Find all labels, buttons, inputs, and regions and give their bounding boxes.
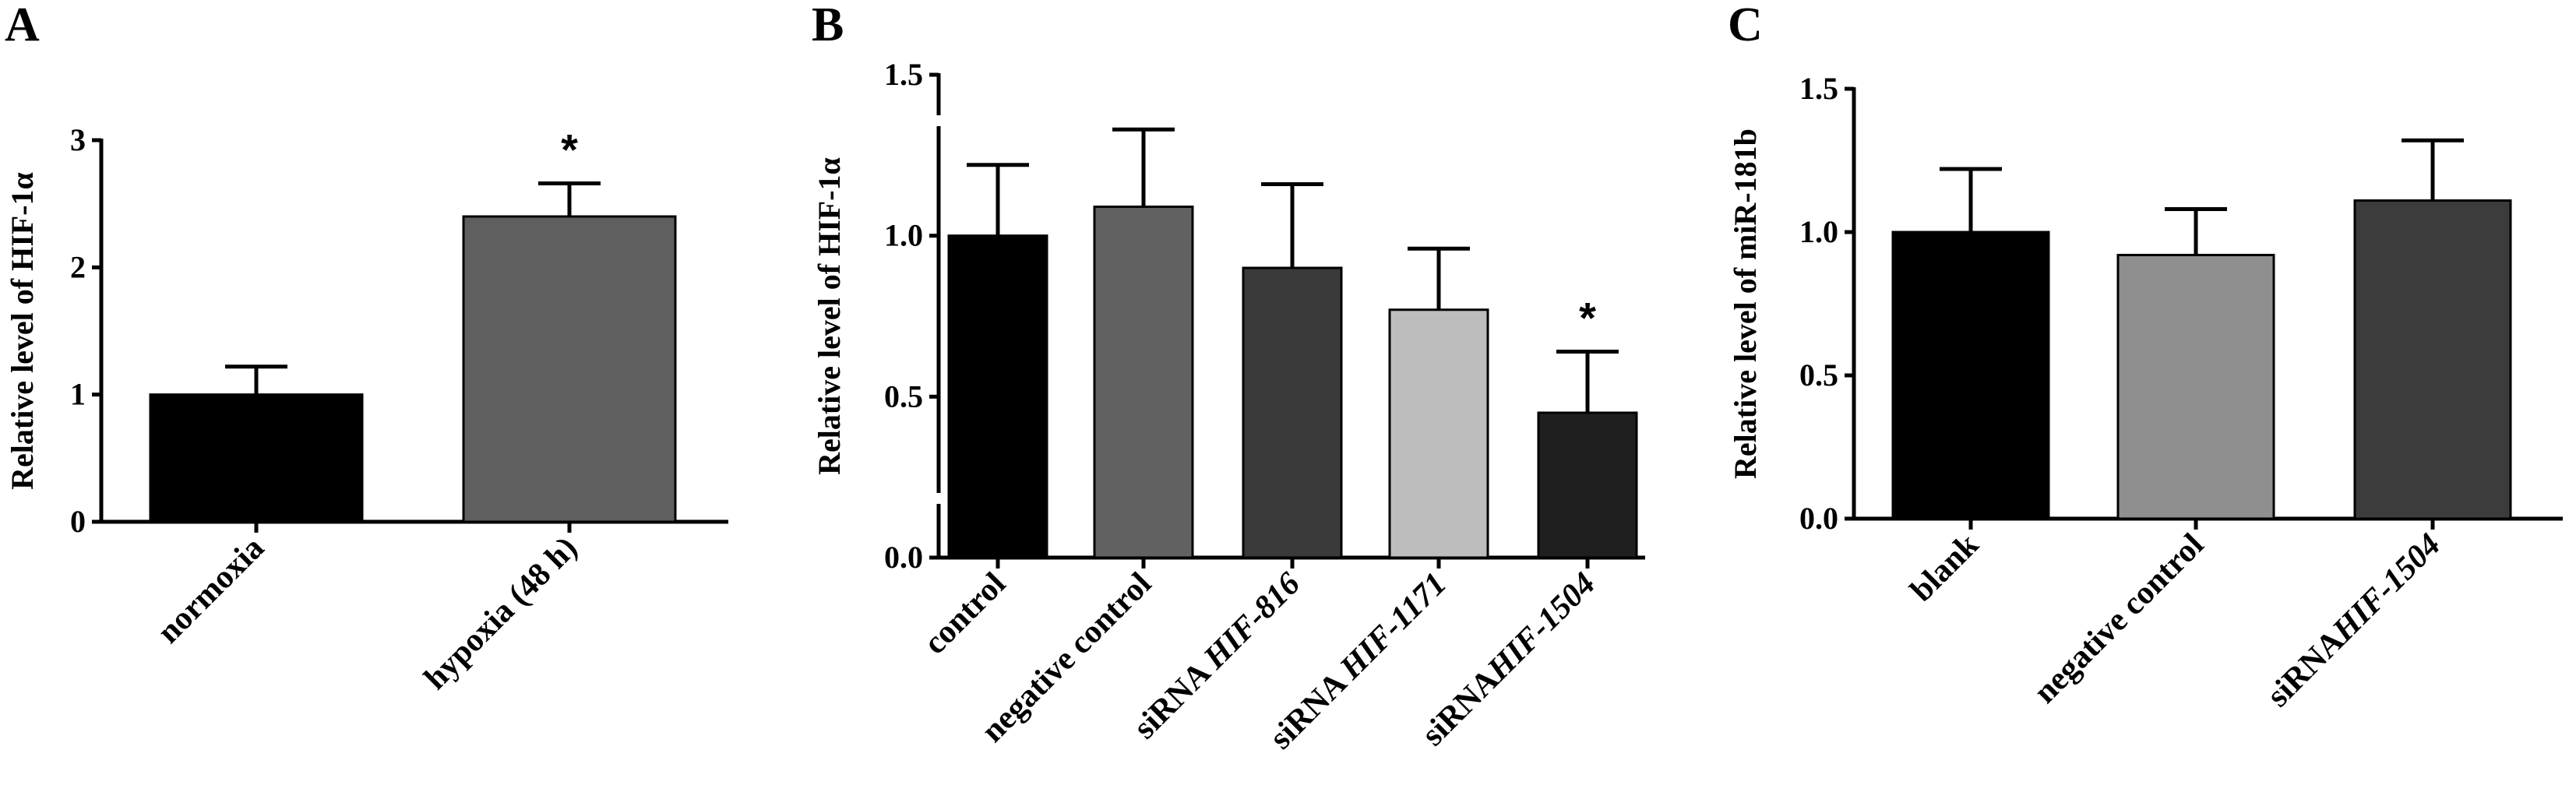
panel-letter: B [812, 0, 844, 51]
bar [2116, 253, 2275, 520]
bar [1093, 205, 1194, 559]
y-tick-label: 1.0 [1799, 214, 1838, 249]
bar [462, 215, 677, 523]
y-tick-label: 1.5 [884, 57, 923, 92]
significance-marker: * [561, 125, 578, 174]
panel-C: C Relative level of miR-181b 0.0 0.5 1.0 1.5 b… [1728, 0, 2563, 714]
y-tick-label: 0.5 [1799, 357, 1838, 392]
x-tick-label: normoxia [150, 530, 271, 651]
y-tick-label: 0 [70, 504, 86, 539]
y-tick-label: 0.0 [884, 540, 923, 575]
bar [1388, 308, 1489, 559]
panel-letter: C [1728, 0, 1763, 51]
panel-B: B Relative level of HIF-1α 0.0 0.5 1.0 1.5 con… [812, 0, 1645, 756]
bar [149, 393, 364, 523]
bar [1537, 411, 1638, 559]
x-tick-label: negative control [2027, 527, 2211, 711]
x-tick-label: hypoxia (48 h) [418, 530, 584, 697]
y-axis-label: Relative level of HIF-1α [5, 172, 40, 490]
bar [947, 234, 1048, 559]
significance-marker: * [1579, 293, 1596, 342]
panel-letter: A [5, 0, 40, 51]
y-tick-label: 1 [70, 377, 86, 412]
axis-break [934, 493, 943, 504]
y-tick-label: 1.5 [1799, 71, 1838, 106]
y-tick-label: 0.5 [884, 378, 923, 414]
bar [1242, 266, 1343, 559]
y-tick-label: 3 [70, 122, 86, 157]
x-tick-label: blank [1904, 526, 1986, 609]
x-tick-label: control [917, 566, 1013, 662]
y-tick-label: 0.0 [1799, 501, 1838, 536]
y-tick-label: 1.0 [884, 218, 923, 253]
bar [1891, 231, 2050, 520]
y-tick-label: 2 [70, 249, 86, 284]
axis-break [934, 115, 943, 126]
panel-A: A Relative level of HIF-1α 0 1 2 3 normoxia hyp… [5, 0, 728, 697]
x-tick-label: siRNAHIF-1504 [2261, 527, 2447, 714]
y-axis-label: Relative level of HIF-1α [812, 157, 847, 475]
y-axis-label: Relative level of miR-181b [1728, 128, 1763, 479]
bar [2353, 199, 2512, 520]
